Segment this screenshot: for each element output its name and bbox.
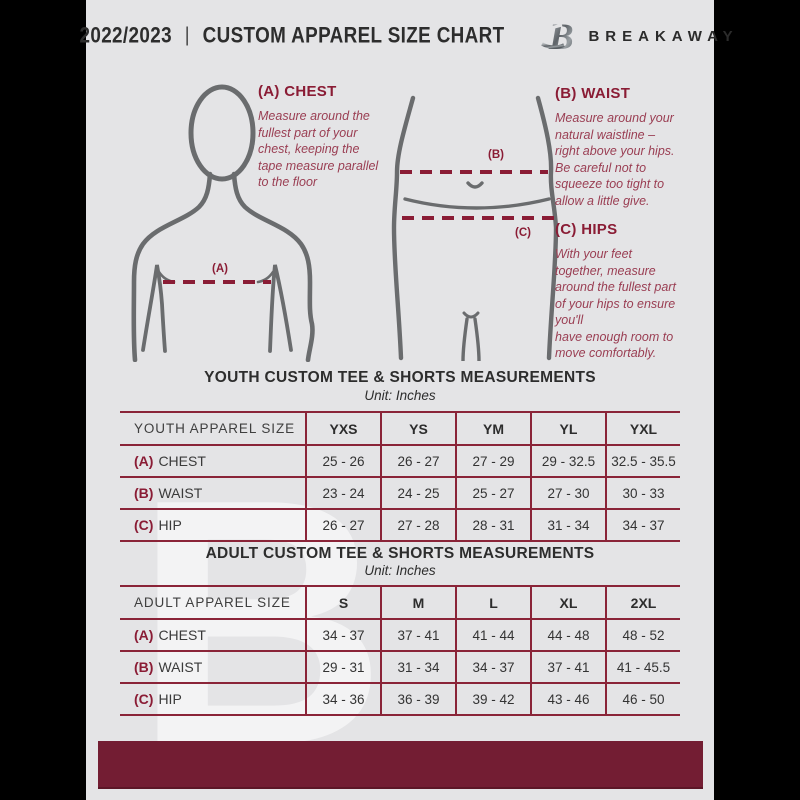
size-header-l: L	[455, 585, 531, 620]
chest-instruction-block: (A) CHEST Measure around the fullest par…	[258, 83, 410, 191]
row-prefix: (B)	[134, 659, 154, 675]
measurement-cell: 48 - 52	[605, 618, 680, 652]
measurement-cell: 44 - 48	[530, 618, 606, 652]
measurement-cell: 41 - 44	[455, 618, 531, 652]
size-chart-page: B 2022/2023 | CUSTOM APPAREL SIZE CHART …	[80, 0, 733, 800]
row-prefix: (B)	[134, 485, 154, 501]
measurement-cell: 43 - 46	[530, 682, 606, 716]
svg-text:B: B	[548, 17, 574, 56]
brand-name: BREAKAWAY	[588, 27, 739, 45]
measurement-cell: 27 - 30	[530, 476, 606, 510]
adult-unit-label: Unit: Inches	[364, 563, 436, 578]
size-header-m: M	[380, 585, 456, 620]
chest-figure-illustration	[131, 84, 315, 362]
measurement-cell: 37 - 41	[380, 618, 456, 652]
figure-label-chest: (A)	[212, 263, 228, 275]
footer-accent-bar	[98, 741, 703, 789]
size-header-yxl: YXL	[605, 411, 680, 446]
measurement-cell: 25 - 26	[305, 444, 381, 478]
youth-size-table: YOUTH APPAREL SIZE YXS YS YM YL YXL (A) C…	[120, 411, 680, 542]
hips-description: With your feet together, measure around …	[555, 247, 676, 360]
measurement-cell: 27 - 29	[455, 444, 531, 478]
measurement-cell: 34 - 36	[305, 682, 381, 716]
measurement-cell: 34 - 37	[605, 508, 680, 542]
waist-hip-figure-illustration	[391, 95, 559, 361]
row-label: HIP	[158, 517, 182, 533]
header-bar: 2022/2023 | CUSTOM APPAREL SIZE CHART B	[80, 0, 733, 72]
measurement-cell: 24 - 25	[380, 476, 456, 510]
adult-hip-row: (C) HIP 34 - 36 36 - 39 39 - 42 43 - 46 4…	[120, 682, 680, 716]
adult-size-column-header: ADULT APPAREL SIZE	[120, 585, 306, 620]
youth-waist-row: (B) WAIST 23 - 24 24 - 25 25 - 27 27 - 30…	[120, 476, 680, 510]
measurement-cell: 28 - 31	[455, 508, 531, 542]
size-header-yl: YL	[530, 411, 606, 446]
measurement-cell: 41 - 45.5	[605, 650, 680, 684]
measurement-cell: 31 - 34	[380, 650, 456, 684]
measurement-cell: 31 - 34	[530, 508, 606, 542]
measurement-cell: 36 - 39	[380, 682, 456, 716]
figure-label-waist: (B)	[488, 149, 504, 161]
measurement-cell: 34 - 37	[455, 650, 531, 684]
measurement-cell: 39 - 42	[455, 682, 531, 716]
waist-heading: (B) WAIST	[555, 85, 631, 102]
adult-chest-row: (A) CHEST 34 - 37 37 - 41 41 - 44 44 - 48…	[120, 618, 680, 652]
row-label: WAIST	[158, 485, 203, 501]
measurement-cell: 30 - 33	[605, 476, 680, 510]
measurement-cell: 29 - 32.5	[530, 444, 606, 478]
youth-section-title: YOUTH CUSTOM TEE & SHORTS MEASUREMENTS	[204, 369, 596, 386]
size-header-yxs: YXS	[305, 411, 381, 446]
size-header-ys: YS	[380, 411, 456, 446]
youth-hip-row: (C) HIP 26 - 27 27 - 28 28 - 31 31 - 34 3…	[120, 508, 680, 542]
row-prefix: (C)	[134, 691, 154, 707]
waist-instruction-block: (B) WAIST Measure around your natural wa…	[555, 85, 707, 209]
row-prefix: (A)	[134, 453, 154, 469]
page-title: CUSTOM APPAREL SIZE CHART	[203, 23, 505, 48]
measurement-cell: 37 - 41	[530, 650, 606, 684]
hips-heading: (C) HIPS	[555, 221, 618, 238]
youth-chest-row: (A) CHEST 25 - 26 26 - 27 27 - 29 29 - 32…	[120, 444, 680, 478]
chest-description: Measure around the fullest part of your …	[258, 109, 379, 189]
adult-size-table: ADULT APPAREL SIZE S M L XL 2XL (A) CHEST…	[120, 585, 680, 716]
measurement-cell: 26 - 27	[380, 444, 456, 478]
page-title-group: 2022/2023 | CUSTOM APPAREL SIZE CHART	[80, 23, 505, 49]
measurement-cell: 25 - 27	[455, 476, 531, 510]
figure-label-hip: (C)	[515, 227, 531, 239]
size-header-2xl: 2XL	[605, 585, 680, 620]
measurement-cell: 32.5 - 35.5	[605, 444, 680, 478]
size-header-xl: XL	[530, 585, 606, 620]
measurement-cell: 29 - 31	[305, 650, 381, 684]
waist-description: Measure around your natural waistline – …	[555, 111, 675, 208]
measurement-cell: 27 - 28	[380, 508, 456, 542]
youth-header-row: YOUTH APPAREL SIZE YXS YS YM YL YXL	[120, 411, 680, 446]
row-label: CHEST	[158, 627, 206, 643]
measurement-cell: 26 - 27	[305, 508, 381, 542]
adult-waist-row: (B) WAIST 29 - 31 31 - 34 34 - 37 37 - 41…	[120, 650, 680, 684]
brand-logo: B BREAKAWAY	[541, 16, 738, 56]
youth-size-column-header: YOUTH APPAREL SIZE	[120, 411, 306, 446]
breakaway-logo-icon: B	[541, 17, 574, 56]
measurement-cell: 23 - 24	[305, 476, 381, 510]
adult-header-row: ADULT APPAREL SIZE S M L XL 2XL	[120, 585, 680, 620]
size-header-s: S	[305, 585, 381, 620]
row-prefix: (C)	[134, 517, 154, 533]
chest-heading: (A) CHEST	[258, 83, 337, 100]
size-header-ym: YM	[455, 411, 531, 446]
year-label: 2022/2023	[79, 23, 173, 48]
youth-unit-label: Unit: Inches	[364, 388, 436, 403]
title-divider: |	[185, 24, 191, 47]
adult-section-title: ADULT CUSTOM TEE & SHORTS MEASUREMENTS	[205, 545, 595, 562]
row-label: CHEST	[158, 453, 206, 469]
measurement-cell: 46 - 50	[605, 682, 680, 716]
row-label: WAIST	[158, 659, 203, 675]
hips-instruction-block: (C) HIPS With your feet together, measur…	[555, 221, 707, 362]
row-prefix: (A)	[134, 627, 154, 643]
row-label: HIP	[158, 691, 182, 707]
measurement-cell: 34 - 37	[305, 618, 381, 652]
